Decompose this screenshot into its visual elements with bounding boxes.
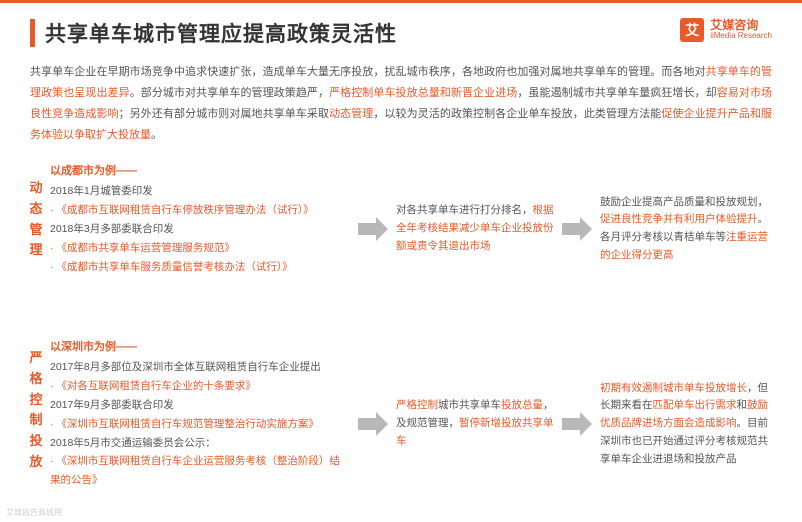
brand-logo: 艾 艾媒咨询 iiMedia Research — [680, 18, 772, 42]
header: 共享单车城市管理应提高政策灵活性 艾 艾媒咨询 iiMedia Research — [30, 18, 772, 48]
mid-text: 城市共享单车 — [438, 399, 501, 411]
top-accent-bar — [0, 0, 802, 3]
intro-paragraph: 共享单车企业在早期市场竞争中追求快速扩张，造成单车大量无序投放，扰乱城市秩序，各… — [30, 62, 772, 146]
case-header: 以深圳市为例—— — [50, 338, 772, 354]
case-left-docs: 2018年1月城管委印发 · 《成都市互联网租赁自行车停放秩序管理办法（试行）》… — [50, 182, 350, 276]
doc-title: · 《成都市互联网租赁自行车停放秩序管理办法（试行）》 — [50, 201, 350, 220]
intro-highlight: 严格控制单车投放总量和新晋企业进场 — [329, 87, 517, 99]
arrow-icon — [358, 217, 388, 241]
intro-text: 共享单车企业在早期市场竞争中追求快速扩张，造成单车大量无序投放，扰乱城市秩序，各… — [30, 66, 706, 78]
logo-icon: 艾 — [680, 18, 704, 42]
case-right-text: 初期有效遏制城市单车投放增长，但长期来看在匹配单车出行需求和鼓励优质品牌进场方面… — [600, 380, 778, 469]
logo-text: 艾媒咨询 iiMedia Research — [710, 19, 772, 41]
right-highlight: 匹配单车出行需求 — [653, 399, 737, 411]
doc-date: 2018年5月市交通运输委员会公示： — [50, 434, 350, 453]
vertical-label-dynamic: 动态管理 — [28, 178, 44, 261]
intro-text: 。 — [151, 129, 162, 141]
title-marker — [30, 19, 35, 47]
case-right-text: 鼓励企业提高产品质量和投放规划，促进良性竞争并有利用户体验提升。各月评分考核以青… — [600, 194, 778, 265]
case-mid-text: 严格控制城市共享单车投放总量，及规范管理，暂停新增投放共享单车 — [396, 397, 554, 451]
intro-text: ，虽能遏制城市共享单车量疯狂增长，却 — [517, 87, 716, 99]
title-block: 共享单车城市管理应提高政策灵活性 — [30, 18, 397, 48]
case-shenzhen: 以深圳市为例—— 2017年8月多部位及深圳市全体互联网租赁自行车企业提出 · … — [50, 338, 772, 490]
doc-title: · 《成都市共享单车服务质量信誉考核办法（试行）》 — [50, 258, 350, 277]
mid-highlight: 严格控制 — [396, 399, 438, 411]
doc-date: 2017年9月多部委联合印发 — [50, 396, 350, 415]
right-highlight: 初期有效遏制城市单车投放增长 — [600, 382, 747, 394]
intro-highlight: 动态管理 — [329, 108, 373, 120]
right-highlight: 促进良性竞争并有利用户体验提升 — [600, 213, 758, 225]
right-text: 鼓励企业提高产品质量和投放规划， — [600, 196, 768, 208]
doc-title: · 《成都市共享单车运营管理服务规范》 — [50, 239, 350, 258]
mid-highlight: 投放总量 — [501, 399, 543, 411]
arrow-icon — [562, 412, 592, 436]
case-row: 2017年8月多部位及深圳市全体互联网租赁自行车企业提出 · 《对各互联网租赁自… — [50, 358, 772, 490]
doc-title: · 《对各互联网租赁自行车企业的十条要求》 — [50, 377, 350, 396]
doc-date: 2018年1月城管委印发 — [50, 182, 350, 201]
arrow-icon — [358, 412, 388, 436]
case-chengdu: 以成都市为例—— 2018年1月城管委印发 · 《成都市互联网租赁自行车停放秩序… — [50, 162, 772, 276]
case-header: 以成都市为例—— — [50, 162, 772, 178]
case-city: 以深圳市为例 — [50, 341, 116, 353]
dash: —— — [116, 165, 136, 177]
dash: —— — [116, 341, 136, 353]
intro-text: ；另外还有部分城市则对属地共享单车采取 — [119, 108, 329, 120]
right-text: 和 — [737, 399, 748, 411]
arrow-icon — [562, 217, 592, 241]
doc-title: · 《深圳市互联网租赁自行车企业运营服务考核（整治阶段）结果的公告》 — [50, 452, 350, 490]
page-title: 共享单车城市管理应提高政策灵活性 — [45, 18, 397, 48]
vertical-label-strict: 严格控制投放 — [28, 348, 44, 473]
case-row: 2018年1月城管委印发 · 《成都市互联网租赁自行车停放秩序管理办法（试行）》… — [50, 182, 772, 276]
watermark: 艾媒报告商城用 — [6, 507, 62, 518]
doc-date: 2017年8月多部位及深圳市全体互联网租赁自行车企业提出 — [50, 358, 350, 377]
case-mid-text: 对各共享单车进行打分排名，根据全年考核结果减少单车企业投放份额或责令其退出市场 — [396, 202, 554, 256]
doc-title: · 《深圳市互联网租赁自行车规范管理整治行动实施方案》 — [50, 415, 350, 434]
case-left-docs: 2017年8月多部位及深圳市全体互联网租赁自行车企业提出 · 《对各互联网租赁自… — [50, 358, 350, 490]
doc-date: 2018年3月多部委联合印发 — [50, 220, 350, 239]
intro-text: ，以较为灵活的政策控制各企业单车投放，此类管理方法能 — [373, 108, 661, 120]
intro-text: 。部分城市对共享单车的管理政策趋严， — [130, 87, 329, 99]
mid-text: 对各共享单车进行打分排名， — [396, 204, 533, 216]
logo-en: iiMedia Research — [710, 32, 772, 41]
case-city: 以成都市为例 — [50, 165, 116, 177]
